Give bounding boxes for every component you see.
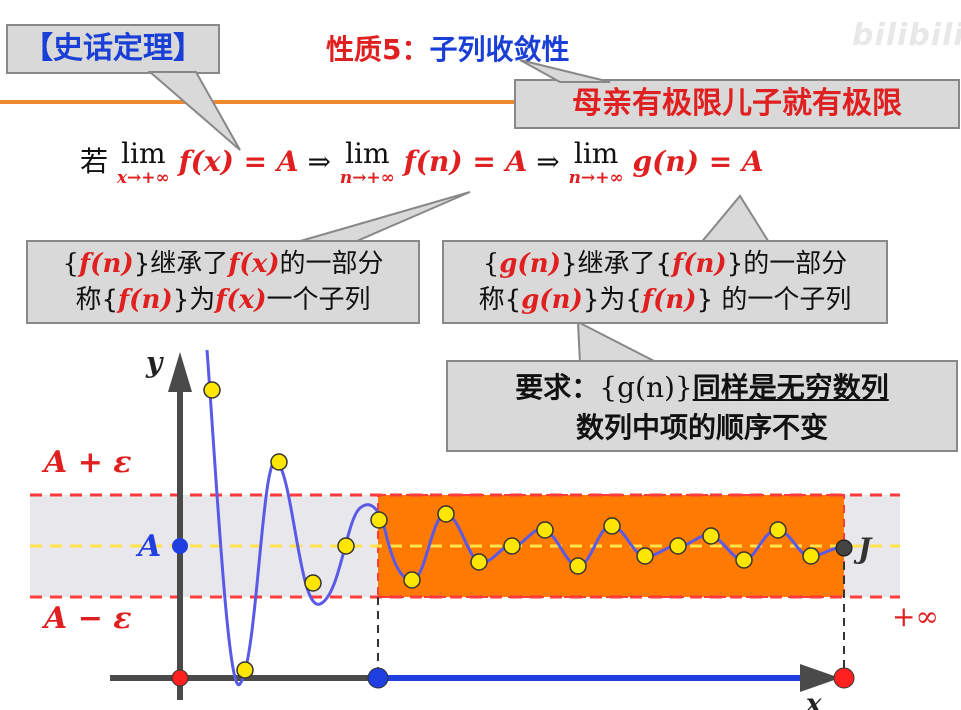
sequence-point xyxy=(370,511,388,529)
limit-1-subscript: x→+∞ xyxy=(116,168,170,188)
sequence-point xyxy=(503,537,521,555)
sequence-point xyxy=(304,574,322,592)
callout-line: 称{g(n)}为{f(n)} 的一个子列 xyxy=(478,285,852,315)
limit-3: lim n→+∞ xyxy=(569,140,624,187)
point-j xyxy=(835,539,853,557)
sequence-point xyxy=(403,571,421,589)
motto-pointer xyxy=(519,59,611,83)
limit-2: lim n→+∞ xyxy=(340,140,395,187)
sequence-point xyxy=(636,547,654,565)
y-axis-label: y xyxy=(145,346,164,379)
sequence-point xyxy=(669,537,687,555)
sequence-point xyxy=(536,521,554,539)
limit-point-a xyxy=(172,538,188,554)
sequence-point xyxy=(802,547,820,565)
requirement-callout: 要求：{g(n)}同样是无穷数列 数列中项的顺序不变 xyxy=(446,360,958,452)
sequence-point xyxy=(437,505,455,523)
subsequence-gn-callout: {g(n)}继承了{f(n)}的一部分 称{g(n)}为{f(n)} 的一个子列 xyxy=(442,240,888,324)
y-axis-arrow-icon xyxy=(168,352,192,392)
motto-box: 母亲有极限儿子就有极限 xyxy=(514,79,960,129)
implies-arrow-2: ⇒ xyxy=(536,145,560,178)
sequence-point xyxy=(603,517,621,535)
callout-line: 要求：{g(n)}同样是无穷数列 xyxy=(515,371,889,404)
start-point xyxy=(367,667,389,689)
formula-prefix: 若 xyxy=(80,145,109,178)
end-point xyxy=(833,667,855,689)
origin-point xyxy=(171,669,189,687)
implies-arrow-1: ⇒ xyxy=(307,145,331,178)
orange-divider xyxy=(0,100,516,104)
subsequence-fn-callout: {f(n)}继承了f(x)的一部分 称{f(n)}为f(x)一个子列 xyxy=(26,240,420,324)
upper-bound-label: A + ε xyxy=(41,445,132,480)
sequence-point xyxy=(236,661,254,679)
limit-label: A xyxy=(135,529,161,564)
title-property-number: 性质5： xyxy=(326,33,430,66)
title-property-name: 子列收敛性 xyxy=(429,33,570,66)
page-title: 性质5：子列收敛性 xyxy=(326,28,570,68)
callout-line: 称{f(n)}为f(x)一个子列 xyxy=(75,285,371,315)
sequence-point xyxy=(470,553,488,571)
infinity-label: +∞ xyxy=(892,600,939,633)
sequence-point xyxy=(203,381,221,399)
x-axis-arrow-icon xyxy=(800,664,840,692)
callout-line: {f(n)}继承了f(x)的一部分 xyxy=(62,249,384,279)
lim-word: lim xyxy=(573,137,619,170)
callout-line: {g(n)}继承了{f(n)}的一部分 xyxy=(482,249,848,279)
lim-word: lim xyxy=(345,137,390,170)
sequence-point xyxy=(569,557,587,575)
sequence-point xyxy=(337,537,355,555)
lim-word: lim xyxy=(121,137,166,170)
limit-2-subscript: n→+∞ xyxy=(339,168,395,188)
limit-3-subscript: n→+∞ xyxy=(568,168,624,188)
lower-bound-label: A − ε xyxy=(41,601,132,636)
point-j-label: J xyxy=(853,532,873,565)
limit-formula: 若 lim x→+∞ f(x) = A ⇒ lim n→+∞ f(n) = A ⇒ … xyxy=(80,140,764,187)
sequence-points xyxy=(203,381,820,679)
box1-pointer xyxy=(289,191,471,245)
bilibili-logo: bilibili xyxy=(852,18,961,53)
tag-pointer xyxy=(147,71,241,151)
theorem-tag: 【史话定理】 xyxy=(6,24,220,74)
sequence-point xyxy=(702,527,720,545)
x-axis-label: x xyxy=(805,689,822,710)
sequence-point xyxy=(769,521,787,539)
limit-1-expression: f(x) = A xyxy=(178,145,299,178)
sequence-point xyxy=(735,551,753,569)
limit-2-expression: f(n) = A xyxy=(403,145,528,178)
limit-3-expression: g(n) = A xyxy=(632,145,764,178)
callout-line: 数列中项的顺序不变 xyxy=(575,411,828,444)
sequence-point xyxy=(270,453,288,471)
convergence-graph: y x A + ε A − ε A J +∞ xyxy=(30,346,939,710)
limit-1: lim x→+∞ xyxy=(117,140,170,187)
box2-pointer xyxy=(697,194,772,245)
